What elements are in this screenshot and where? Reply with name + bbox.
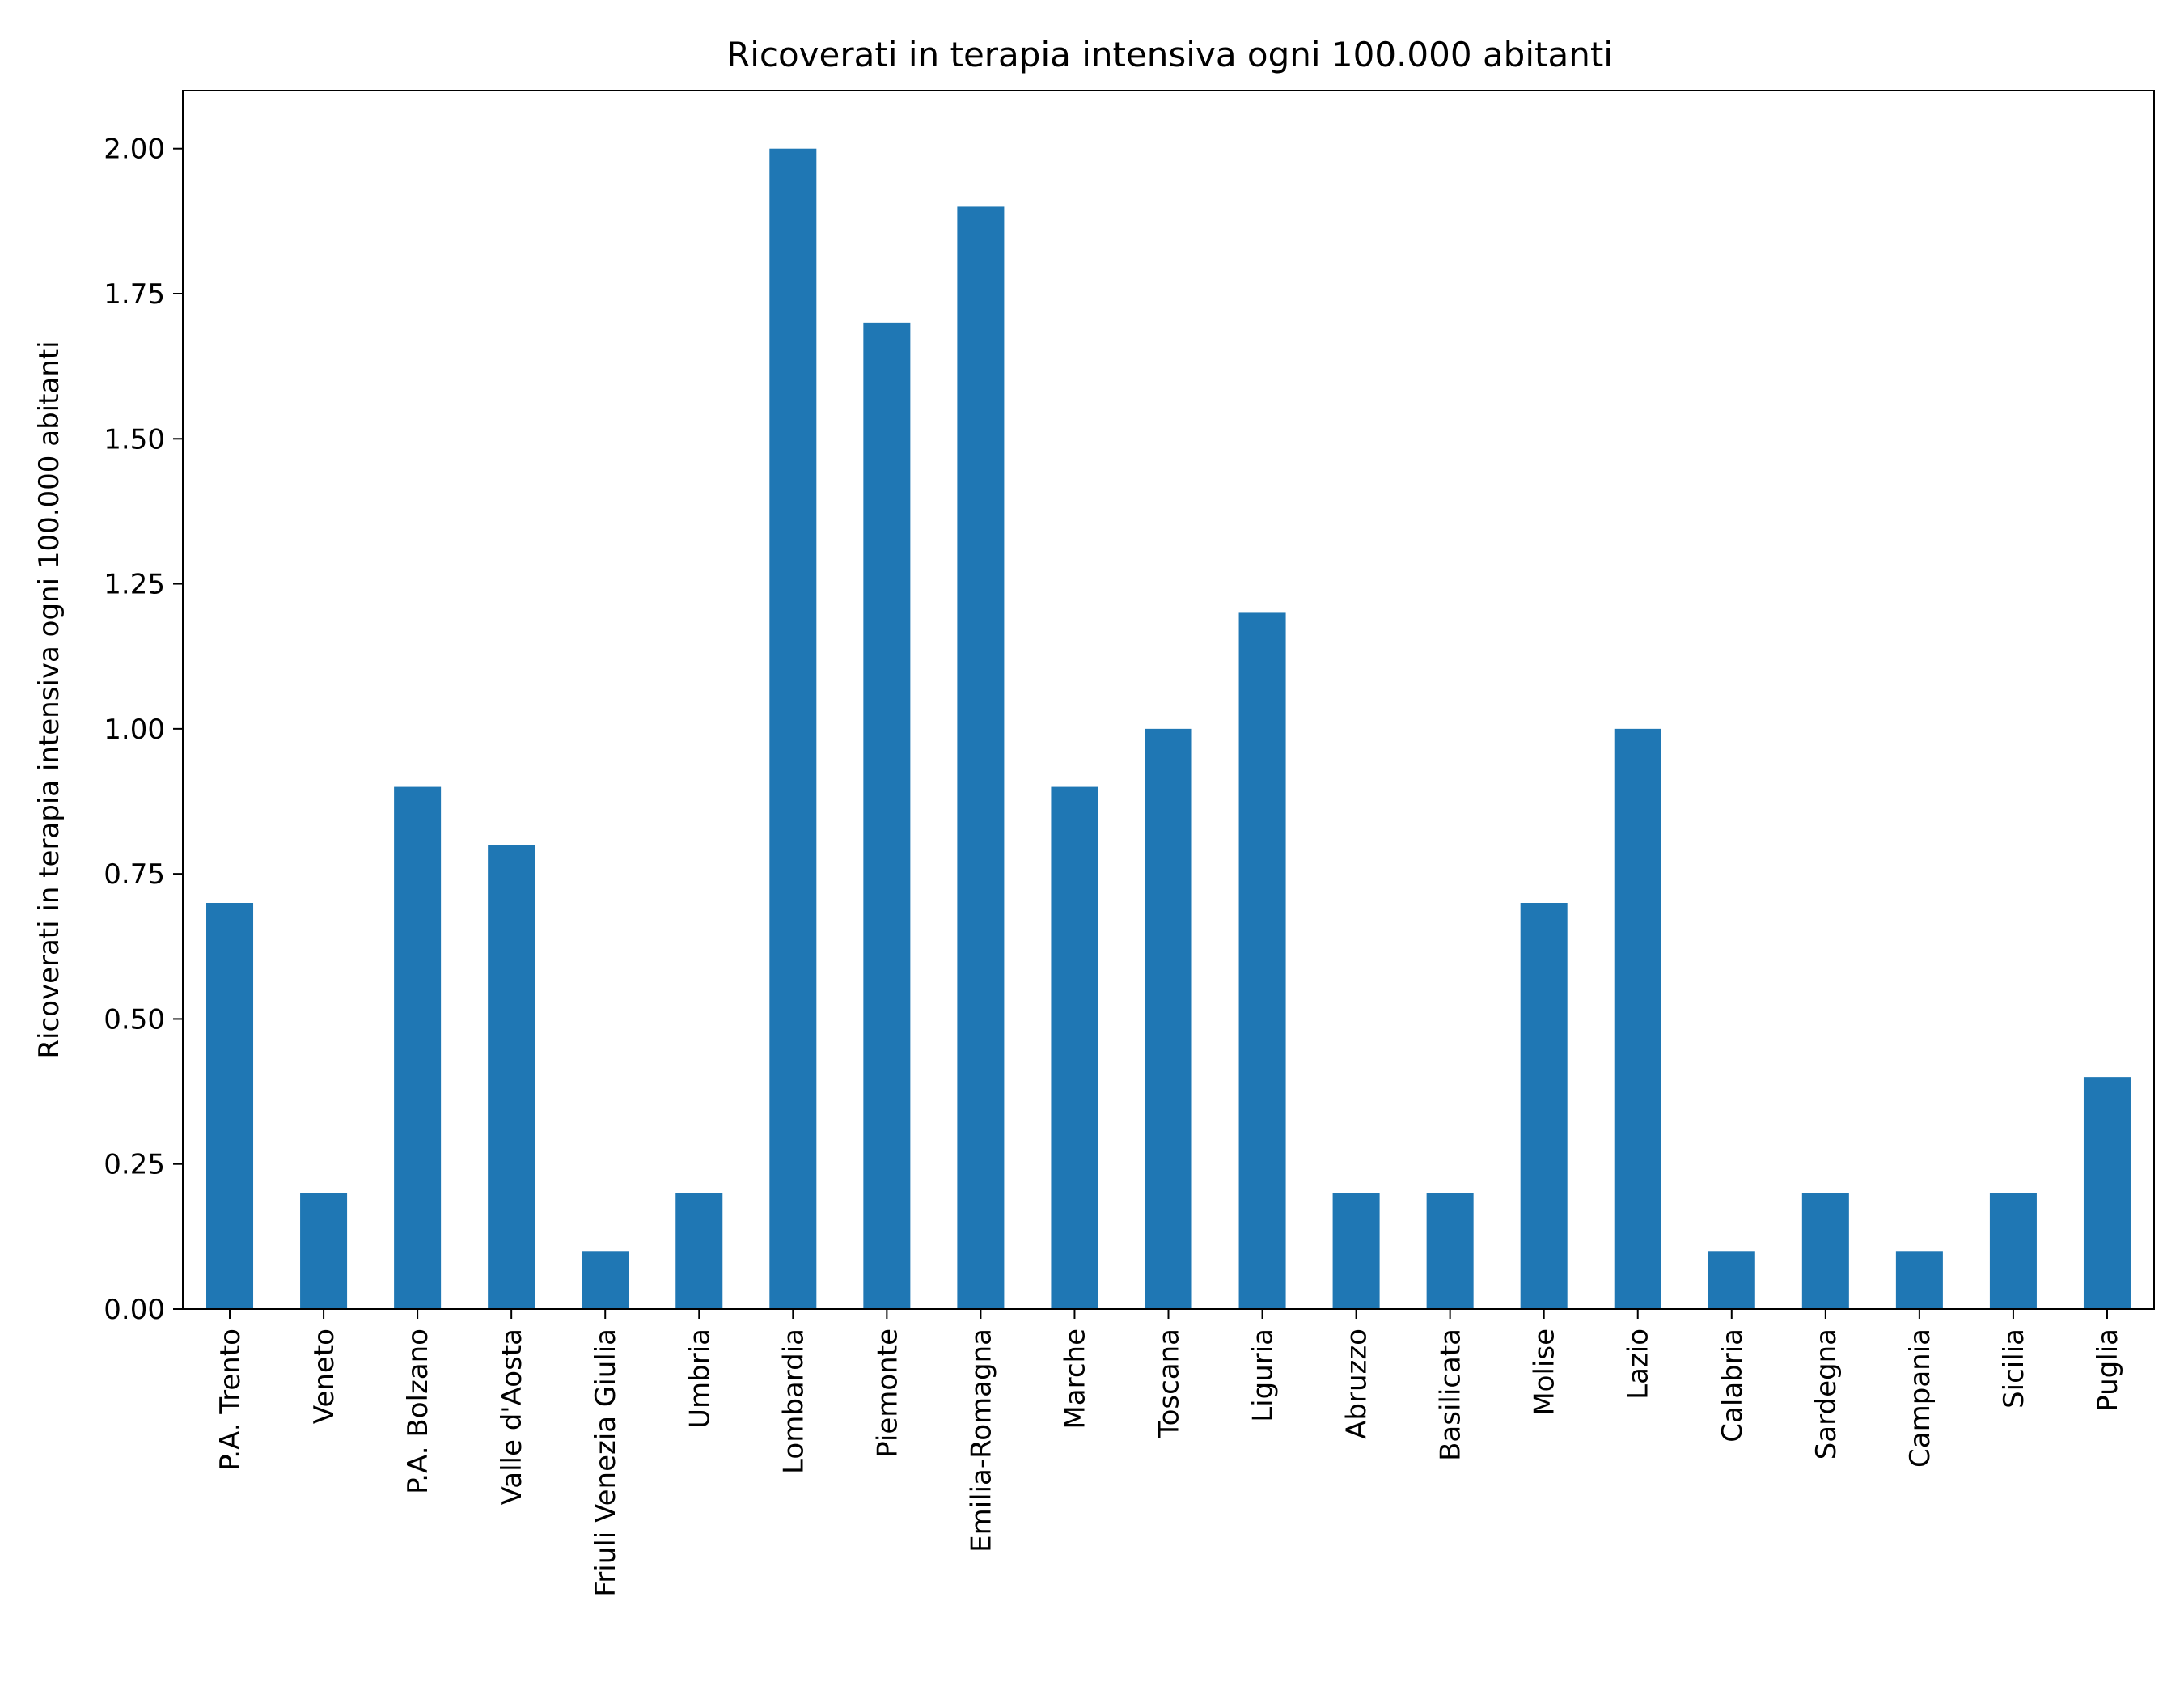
x-tick-label: Umbria <box>684 1328 716 1429</box>
x-tick-label: Abruzzo <box>1341 1328 1373 1439</box>
x-tick-label: Basilicata <box>1435 1328 1467 1461</box>
y-tick-label: 0.25 <box>104 1149 165 1181</box>
bar-umbria <box>675 1193 723 1309</box>
bar-p-a-bolzano <box>394 786 442 1309</box>
y-tick-label: 1.50 <box>104 423 165 455</box>
bar-veneto <box>300 1193 348 1309</box>
x-tick-label: Emilia-Romagna <box>965 1328 997 1553</box>
bar-marche <box>1051 786 1098 1309</box>
x-tick-label: Lombardia <box>777 1328 810 1474</box>
x-tick-label: Toscana <box>1153 1328 1186 1438</box>
bar-molise <box>1520 903 1568 1309</box>
x-tick-label: Lazio <box>1623 1328 1655 1400</box>
y-tick-label: 2.00 <box>104 133 165 166</box>
bar-friuli-venezia-giulia <box>582 1251 629 1309</box>
x-tick-label: P.A. Bolzano <box>402 1328 434 1494</box>
x-tick-label: Campania <box>1904 1328 1936 1468</box>
bar-toscana <box>1145 728 1192 1309</box>
x-tick-label: Calabria <box>1716 1328 1749 1443</box>
bar-puglia <box>2083 1077 2131 1309</box>
x-tick-label: Marche <box>1059 1328 1091 1430</box>
bar-calabria <box>1708 1251 1755 1309</box>
y-tick-label: 1.75 <box>104 278 165 311</box>
y-tick-label: 0.50 <box>104 1003 165 1036</box>
bar-sicilia <box>1989 1193 2037 1309</box>
y-tick-label: 1.25 <box>104 569 165 601</box>
bar-campania <box>1895 1251 1943 1309</box>
y-tick-label: 0.75 <box>104 858 165 891</box>
bar-abruzzo <box>1332 1193 1380 1309</box>
bar-emilia-romagna <box>957 206 1005 1310</box>
x-tick-label: Valle d'Aosta <box>496 1328 528 1505</box>
x-tick-label: Sicilia <box>1998 1328 2030 1409</box>
x-tick-label: Piemonte <box>871 1328 904 1458</box>
x-tick-label: Puglia <box>2092 1328 2124 1412</box>
bar-sardegna <box>1801 1193 1849 1309</box>
plot-area: 0.00 0.25 0.50 0.75 1.00 1.25 1.50 1.75 2.00 P.A.… <box>104 90 2155 1597</box>
bar-liguria <box>1238 612 1286 1309</box>
y-axis-label: Ricoverati in terapia intensiva ogni 100… <box>33 341 66 1058</box>
x-tick-label: P.A. Trento <box>214 1328 247 1471</box>
y-tick-label: 1.00 <box>104 714 165 746</box>
x-tick-label: Sardegna <box>1810 1328 1843 1460</box>
chart-title: Ricoverati in terapia intensiva ogni 100… <box>726 35 1613 74</box>
bar-lombardia <box>769 148 817 1310</box>
x-tick-label: Molise <box>1529 1328 1561 1416</box>
bar-p-a-trento <box>206 903 254 1309</box>
bar-lazio <box>1614 728 1661 1309</box>
bar-valle-d-aosta <box>488 845 535 1309</box>
y-tick-label: 0.00 <box>104 1294 165 1326</box>
x-tick-label: Friuli Venezia Giulia <box>590 1328 622 1597</box>
x-tick-label: Liguria <box>1247 1328 1280 1422</box>
bar-piemonte <box>863 322 911 1309</box>
x-tick-label: Veneto <box>308 1328 341 1424</box>
bar-basilicata <box>1426 1193 1474 1309</box>
